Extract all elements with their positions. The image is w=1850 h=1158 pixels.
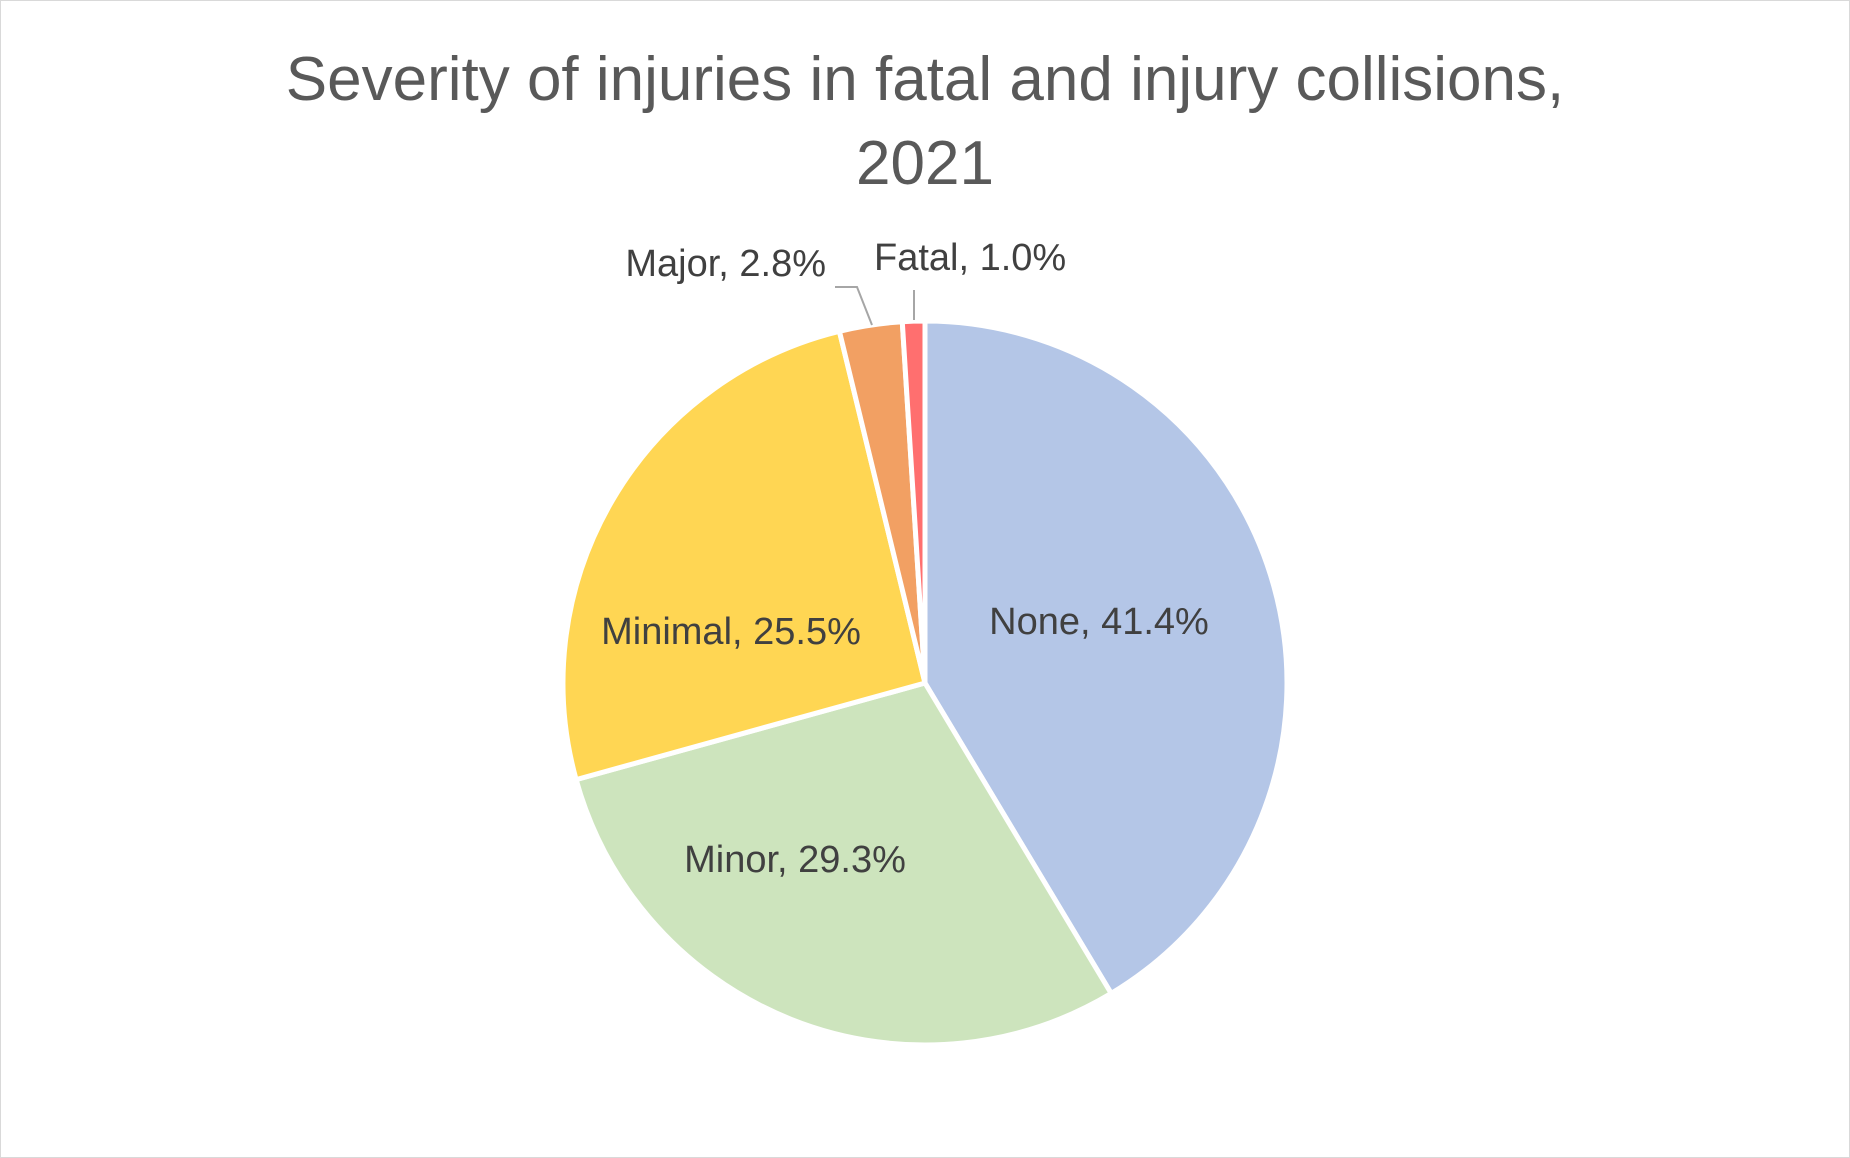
data-label-minor: Minor, 29.3%	[684, 839, 906, 881]
data-label-fatal: Fatal, 1.0%	[874, 237, 1066, 279]
chart-title-line-2: 2021	[856, 129, 994, 198]
pie-slice-fatal	[899, 318, 928, 686]
data-label-none: None, 41.4%	[989, 601, 1209, 643]
data-label-minimal: Minimal, 25.5%	[601, 611, 861, 653]
data-label-major: Major, 2.8%	[625, 243, 826, 285]
leader-line-major	[835, 286, 873, 326]
pie-slice-minor	[573, 680, 1114, 1048]
pie-slice-none	[922, 318, 1290, 996]
pie-slice-minimal	[560, 328, 928, 783]
chart-title-line-1: Severity of injuries in fatal and injury…	[285, 45, 1565, 114]
chart-title: Severity of injuries in fatal and injury…	[0, 38, 1850, 206]
